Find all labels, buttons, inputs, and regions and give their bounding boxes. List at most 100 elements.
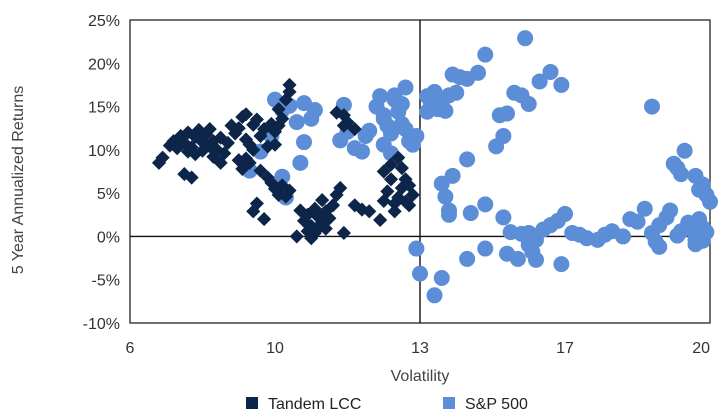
tandem-lcc-point [383, 157, 399, 172]
sp500-point [448, 84, 465, 101]
y-tick-label: -5% [92, 273, 120, 290]
sp500-point [629, 213, 646, 230]
sp500-point [433, 175, 450, 192]
tandem-lcc-point [155, 150, 170, 165]
sp500-point [303, 110, 320, 127]
series-tandem-lcc [151, 77, 420, 246]
y-tick-label: 10% [88, 143, 120, 160]
sp500-point [694, 176, 711, 193]
sp500-point [397, 79, 414, 96]
x-tick-labels: 6 10 13 17 20 [126, 340, 711, 357]
sp500-point [665, 155, 682, 172]
legend-marker-sp500 [443, 397, 455, 409]
sp500-point [676, 142, 693, 159]
tandem-lcc-point [246, 142, 261, 157]
sp500-point [520, 95, 537, 112]
tandem-lcc-point [376, 164, 391, 179]
tandem-lcc-point [387, 204, 402, 219]
sp500-point [509, 250, 526, 267]
sp500-point [477, 196, 494, 213]
x-tick-label: 6 [126, 340, 135, 357]
tandem-lcc-point [275, 111, 290, 126]
y-tick-label: 0% [97, 229, 120, 246]
sp500-point [393, 95, 410, 112]
sp500-point [557, 205, 573, 222]
sp500-point [408, 240, 425, 257]
sp500-point [354, 143, 370, 160]
y-tick-label: 25% [88, 13, 120, 30]
tandem-lcc-point [333, 180, 348, 196]
sp500-point [615, 228, 631, 245]
sp500-point [477, 46, 494, 63]
tandem-lcc-point [373, 212, 388, 228]
x-tick-label: 17 [556, 340, 574, 357]
x-tick-label: 13 [411, 340, 429, 357]
sp500-point [419, 103, 436, 120]
tandem-lcc-point [220, 135, 235, 151]
tandem-lcc-point [347, 122, 362, 137]
sp500-point [459, 151, 476, 168]
x-tick-label: 10 [266, 340, 284, 357]
tandem-lcc-point [336, 225, 351, 241]
tandem-lcc-point [362, 204, 377, 219]
tandem-lcc-point [282, 183, 297, 198]
tandem-lcc-point [267, 137, 283, 152]
sp500-point [495, 209, 512, 226]
sp500-point [412, 265, 428, 282]
sp500-point [433, 269, 450, 286]
sp500-point [462, 205, 479, 222]
sp500-point [553, 256, 570, 273]
sp500-point [296, 134, 312, 151]
sp500-point [477, 240, 494, 257]
tandem-lcc-point [394, 160, 409, 176]
series-sp500 [241, 30, 718, 304]
legend-label-tandem: Tandem LCC [268, 396, 361, 412]
tandem-lcc-point [253, 163, 268, 178]
tandem-lcc-point [246, 204, 261, 219]
sp500-point [542, 63, 559, 80]
sp500-point [499, 105, 515, 122]
y-tick-label: 5% [97, 186, 120, 203]
sp500-point [274, 168, 291, 185]
sp500-point [372, 88, 389, 105]
tandem-lcc-point [304, 231, 319, 246]
tandem-lcc-point [264, 175, 279, 190]
sp500-point [288, 114, 305, 131]
sp500-point [470, 64, 486, 81]
legend-marker-tandem [246, 397, 258, 409]
y-tick-labels: 25% 20% 15% 10% 5% 0% -5% -10% [83, 13, 120, 333]
tandem-lcc-point [257, 212, 272, 227]
sp500-point [361, 122, 378, 139]
sp500-point [531, 73, 548, 90]
sp500-point [520, 237, 537, 254]
sp500-point [553, 76, 570, 93]
y-tick-label: -10% [83, 316, 120, 333]
sp500-point [375, 110, 392, 127]
x-axis-title: Volatility [391, 368, 450, 385]
tandem-lcc-point [383, 172, 399, 187]
sp500-point [426, 287, 443, 304]
sp500-point [702, 193, 718, 210]
tandem-lcc-point [231, 121, 246, 136]
tandem-lcc-point [318, 221, 333, 236]
sp500-point [662, 202, 679, 219]
tandem-lcc-point [315, 192, 330, 208]
tandem-lcc-point [184, 170, 199, 185]
sp500-point [437, 188, 454, 205]
sp500-point [495, 128, 512, 145]
tandem-lcc-point [282, 77, 297, 92]
legend: Tandem LCC S&P 500 [246, 396, 528, 412]
sp500-point [292, 154, 309, 171]
x-tick-label: 20 [692, 340, 710, 357]
y-tick-label: 20% [88, 56, 120, 73]
y-axis-title: 5 Year Annualized Returns [10, 86, 27, 275]
series-layer [151, 30, 718, 304]
tandem-lcc-point [289, 229, 304, 244]
sp500-point [441, 202, 457, 219]
sp500-point [636, 200, 653, 217]
sp500-point [517, 30, 534, 47]
sp500-point [375, 136, 392, 153]
sp500-point [408, 128, 425, 145]
